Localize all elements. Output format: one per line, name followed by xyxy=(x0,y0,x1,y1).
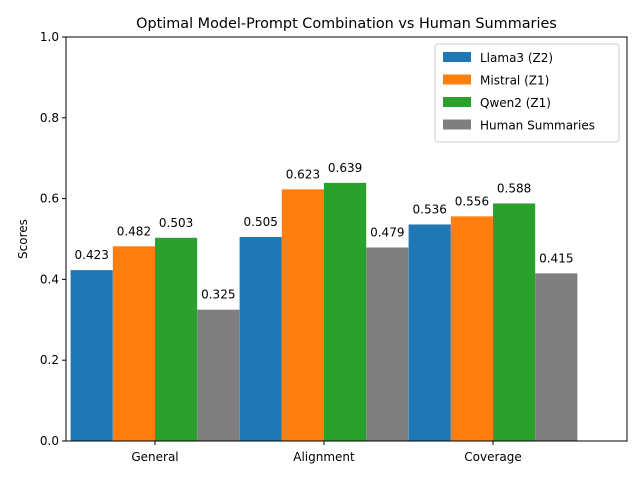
x-tick-label: Coverage xyxy=(464,450,522,464)
bar xyxy=(408,224,451,441)
bar xyxy=(535,273,578,441)
legend-swatch xyxy=(443,52,471,62)
bar xyxy=(450,216,493,441)
bar-value-label: 0.325 xyxy=(201,288,235,302)
bar-labels-layer: 0.423 0.482 0.503 0.325 0.505 0.623 0.639 0.479… xyxy=(75,161,574,302)
legend-swatch xyxy=(443,97,471,107)
bar xyxy=(366,247,409,441)
legend-box xyxy=(434,43,620,143)
bar-value-label: 0.482 xyxy=(117,224,151,238)
y-tick-label: 0.2 xyxy=(40,353,59,367)
legend-swatch xyxy=(443,119,471,130)
bar xyxy=(112,246,155,441)
bar xyxy=(239,236,282,441)
y-tick-label: 0.0 xyxy=(40,434,59,448)
legend-label: Human Summaries xyxy=(480,119,595,133)
legend-label: Qwen2 (Z1) xyxy=(480,96,551,110)
bar-value-label: 0.415 xyxy=(539,251,573,265)
bars-layer xyxy=(70,182,578,441)
bar-value-label: 0.536 xyxy=(413,202,447,216)
x-axis: General Alignment Coverage xyxy=(131,441,522,464)
y-axis: 0.0 0.2 0.4 0.6 0.8 1.0 xyxy=(40,30,66,448)
bar-value-label: 0.505 xyxy=(244,215,278,229)
x-tick-label: General xyxy=(131,450,178,464)
chart-title: Optimal Model-Prompt Combination vs Huma… xyxy=(136,16,557,32)
legend-label: Llama3 (Z2) xyxy=(480,51,553,65)
y-tick-label: 0.6 xyxy=(40,192,59,206)
bar xyxy=(493,203,536,441)
y-axis-label: Scores xyxy=(16,219,30,259)
bar-value-label: 0.423 xyxy=(75,248,109,262)
bar xyxy=(197,309,240,441)
bar xyxy=(281,189,324,441)
bar-value-label: 0.503 xyxy=(159,216,193,230)
bar xyxy=(324,182,367,441)
bar-value-label: 0.588 xyxy=(497,181,531,195)
y-tick-label: 0.8 xyxy=(40,111,59,125)
bar-value-label: 0.479 xyxy=(370,225,404,239)
legend: Llama3 (Z2) Mistral (Z1) Qwen2 (Z1) Human S… xyxy=(434,43,620,143)
legend-label: Mistral (Z1) xyxy=(480,74,549,88)
bar xyxy=(155,237,198,441)
bar-value-label: 0.623 xyxy=(286,167,320,181)
x-tick-label: Alignment xyxy=(293,450,355,464)
legend-swatch xyxy=(443,74,471,85)
bar xyxy=(70,270,113,441)
y-tick-label: 0.4 xyxy=(40,272,59,286)
y-tick-label: 1.0 xyxy=(40,30,59,44)
bar-value-label: 0.556 xyxy=(455,194,489,208)
bar-value-label: 0.639 xyxy=(328,161,362,175)
plot-frame xyxy=(65,36,628,442)
